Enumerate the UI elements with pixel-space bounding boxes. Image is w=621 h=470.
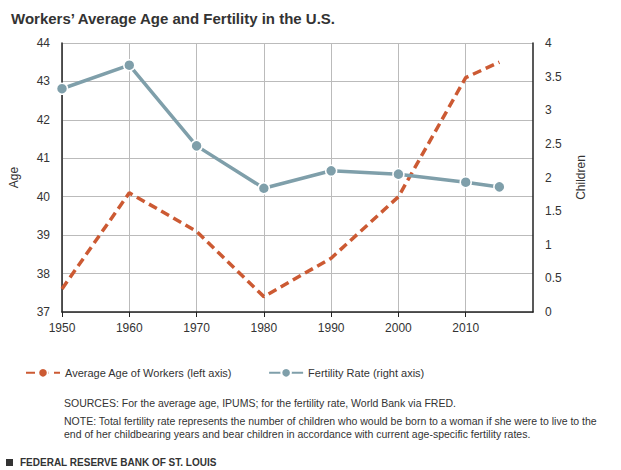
svg-text:44: 44 xyxy=(37,36,51,50)
svg-text:1970: 1970 xyxy=(183,321,210,335)
svg-text:Fertility Rate (right axis): Fertility Rate (right axis) xyxy=(308,367,424,379)
svg-text:40: 40 xyxy=(37,190,51,204)
svg-text:1.5: 1.5 xyxy=(545,204,562,218)
svg-text:3: 3 xyxy=(545,103,552,117)
svg-text:37: 37 xyxy=(37,305,51,319)
svg-text:2: 2 xyxy=(545,171,552,185)
svg-text:43: 43 xyxy=(37,74,51,88)
svg-text:FEDERAL RESERVE BANK OF ST. LO: FEDERAL RESERVE BANK OF ST. LOUIS xyxy=(20,457,217,468)
svg-text:1960: 1960 xyxy=(116,321,143,335)
svg-text:Children: Children xyxy=(574,155,588,200)
svg-text:NOTE: Total fertility rate rep: NOTE: Total fertility rate represents th… xyxy=(64,415,600,427)
svg-text:42: 42 xyxy=(37,113,51,127)
svg-text:1990: 1990 xyxy=(318,321,345,335)
svg-text:0.5: 0.5 xyxy=(545,271,562,285)
svg-text:3.5: 3.5 xyxy=(545,70,562,84)
svg-text:SOURCES: For the average age,: SOURCES: For the average age, IPUMS; for… xyxy=(64,397,456,409)
svg-text:2000: 2000 xyxy=(385,321,412,335)
svg-text:0: 0 xyxy=(545,305,552,319)
svg-text:39: 39 xyxy=(37,228,51,242)
svg-text:2010: 2010 xyxy=(452,321,479,335)
svg-text:Age: Age xyxy=(7,167,21,189)
svg-text:41: 41 xyxy=(37,151,51,165)
svg-text:Workers’ Average Age and Ferti: Workers’ Average Age and Fertility in th… xyxy=(11,10,335,27)
svg-text:2.5: 2.5 xyxy=(545,137,562,151)
svg-text:end of her childbearing years: end of her childbearing years and bear c… xyxy=(64,428,530,440)
svg-text:4: 4 xyxy=(545,36,552,50)
svg-text:38: 38 xyxy=(37,267,51,281)
svg-text:Average Age of Workers (left a: Average Age of Workers (left axis) xyxy=(65,367,232,379)
svg-text:1980: 1980 xyxy=(251,321,278,335)
svg-text:1: 1 xyxy=(545,238,552,252)
svg-text:1950: 1950 xyxy=(49,321,76,335)
